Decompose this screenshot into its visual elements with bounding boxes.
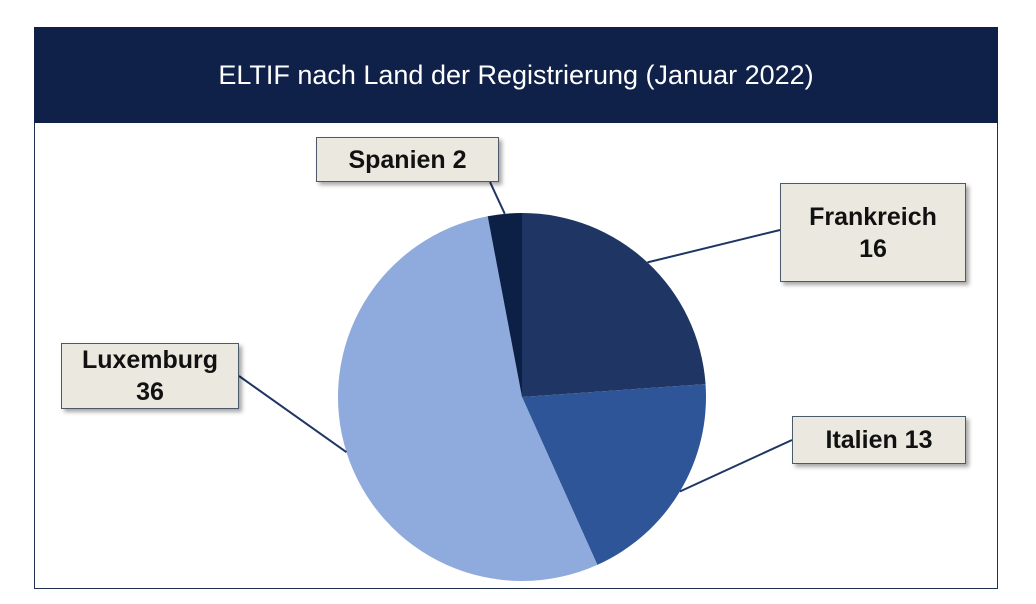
chart-title: ELTIF nach Land der Registrierung (Janua… xyxy=(218,59,814,90)
leader-line-italien xyxy=(679,439,793,493)
pie-slice-frankreich xyxy=(522,213,706,397)
leader-line-luxemburg xyxy=(238,375,348,454)
chart-title-bar: ELTIF nach Land der Registrierung (Janua… xyxy=(34,27,998,123)
pie-slice-spanien xyxy=(487,213,522,397)
label-luxemburg-value: 36 xyxy=(136,378,164,406)
label-italien: Italien 13 xyxy=(792,416,966,464)
pie-slice-italien xyxy=(522,384,706,565)
label-luxemburg: Luxemburg 36 xyxy=(61,343,239,409)
label-italien-text: Italien 13 xyxy=(825,426,933,454)
label-frankreich: Frankreich 16 xyxy=(780,183,966,282)
label-spanien: Spanien 2 xyxy=(316,137,499,182)
label-luxemburg-name: Luxemburg xyxy=(81,346,219,374)
leader-line-frankreich xyxy=(647,229,781,264)
label-spanien-text: Spanien 2 xyxy=(348,145,467,174)
label-frankreich-value: 16 xyxy=(859,234,887,263)
pie-slice-luxemburg xyxy=(337,216,598,581)
label-frankreich-name: Frankreich xyxy=(809,202,937,231)
leader-line-spanien xyxy=(489,181,506,215)
